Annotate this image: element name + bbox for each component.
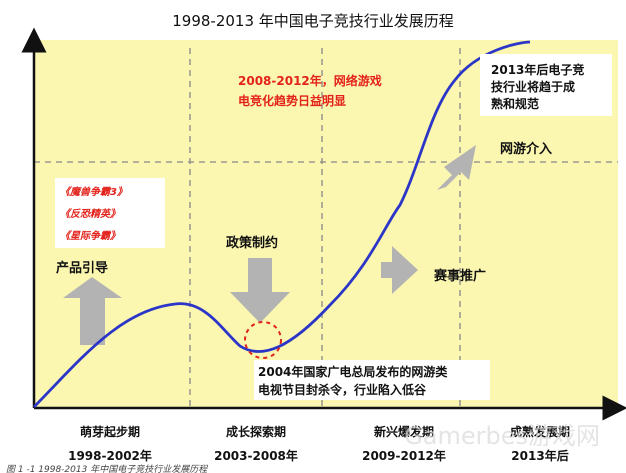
network-rise-callout-line2: 电竞化趋势日益明显	[238, 93, 346, 108]
ban-callout-line2: 电视节目封杀令，行业陷入低谷	[258, 382, 427, 397]
ban-callout-box	[254, 360, 490, 400]
game-item-3: 《星际争霸》	[60, 230, 120, 242]
driver-product-label: 产品引导	[56, 260, 108, 276]
phase-1-name: 萌芽起步期	[80, 424, 140, 439]
game-item-2: 《反恐精英》	[60, 208, 120, 220]
phase-2-years: 2003-2008年	[214, 448, 298, 463]
phase-3-name: 新兴爆发期	[374, 424, 434, 439]
driver-online-label: 网游介入	[500, 141, 552, 157]
trough-highlight-circle	[244, 321, 282, 359]
phase-3-years: 2009-2012年	[362, 448, 446, 463]
ban-callout-line1: 2004年国家广电总局发布的网游类	[258, 364, 448, 379]
post-2013-callout-line2: 技行业将趋于成	[491, 79, 575, 94]
arrow-online-upright	[437, 145, 476, 190]
driver-events-label: 赛事推广	[433, 268, 486, 284]
network-rise-callout-line1: 2008-2012年，网络游戏	[238, 73, 382, 88]
development-curve	[32, 40, 531, 408]
phase-labels: 萌芽起步期 1998-2002年 成长探索期 2003-2008年 新兴爆发期 …	[68, 424, 570, 463]
figure-caption: 图 1 -1 1998-2013 年中国电子竞技行业发展历程	[6, 464, 208, 473]
phase-2-name: 成长探索期	[226, 424, 286, 439]
post-2013-callout-line3: 熟和规范	[491, 96, 539, 111]
post-2013-callout-box	[480, 54, 612, 116]
diagram-title: 1998-2013 年中国电子竞技行业发展历程	[172, 12, 454, 30]
arrow-events-right	[381, 246, 418, 294]
arrow-product-up	[63, 277, 122, 345]
phase-dividers	[189, 48, 461, 408]
phase-4-name: 成熟发展期	[510, 424, 570, 439]
driver-policy-label: 政策制约	[226, 235, 278, 251]
phase-4-years: 2013年后	[511, 448, 568, 463]
games-list-box	[55, 178, 165, 248]
watermark: Gamerbes游戏网	[404, 422, 600, 450]
post-2013-callout-line1: 2013年后电子竞	[491, 62, 584, 77]
game-item-1: 《魔兽争霸3》	[60, 186, 127, 198]
arrow-policy-down	[230, 258, 290, 323]
phase-1-years: 1998-2002年	[68, 448, 152, 463]
